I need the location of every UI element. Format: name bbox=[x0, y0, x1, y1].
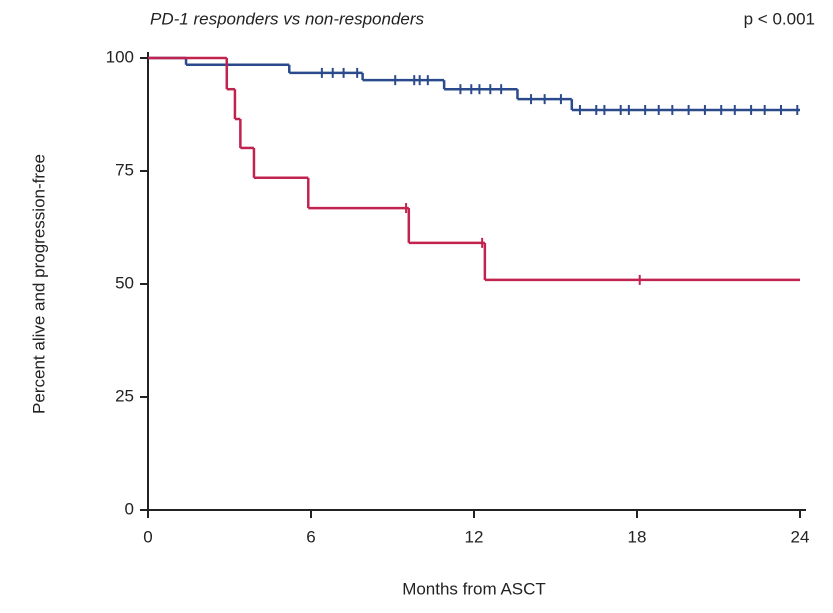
x-tick-label: 12 bbox=[465, 527, 484, 546]
y-tick-label: 100 bbox=[106, 47, 134, 66]
x-tick-label: 0 bbox=[143, 527, 152, 546]
x-tick-label: 24 bbox=[791, 527, 810, 546]
p-value: p < 0.001 bbox=[744, 9, 815, 28]
chart-title: PD-1 responders vs non-responders bbox=[150, 9, 425, 28]
y-tick-label: 75 bbox=[115, 160, 134, 179]
y-tick-label: 50 bbox=[115, 273, 134, 292]
y-axis-title: Percent alive and progression-free bbox=[29, 154, 48, 414]
x-axis-title: Months from ASCT bbox=[402, 579, 546, 598]
x-tick-label: 6 bbox=[306, 527, 315, 546]
y-tick-label: 0 bbox=[125, 499, 134, 518]
y-tick-label: 25 bbox=[115, 386, 134, 405]
x-tick-label: 18 bbox=[628, 527, 647, 546]
